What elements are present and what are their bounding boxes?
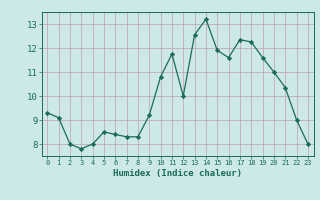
X-axis label: Humidex (Indice chaleur): Humidex (Indice chaleur) <box>113 169 242 178</box>
